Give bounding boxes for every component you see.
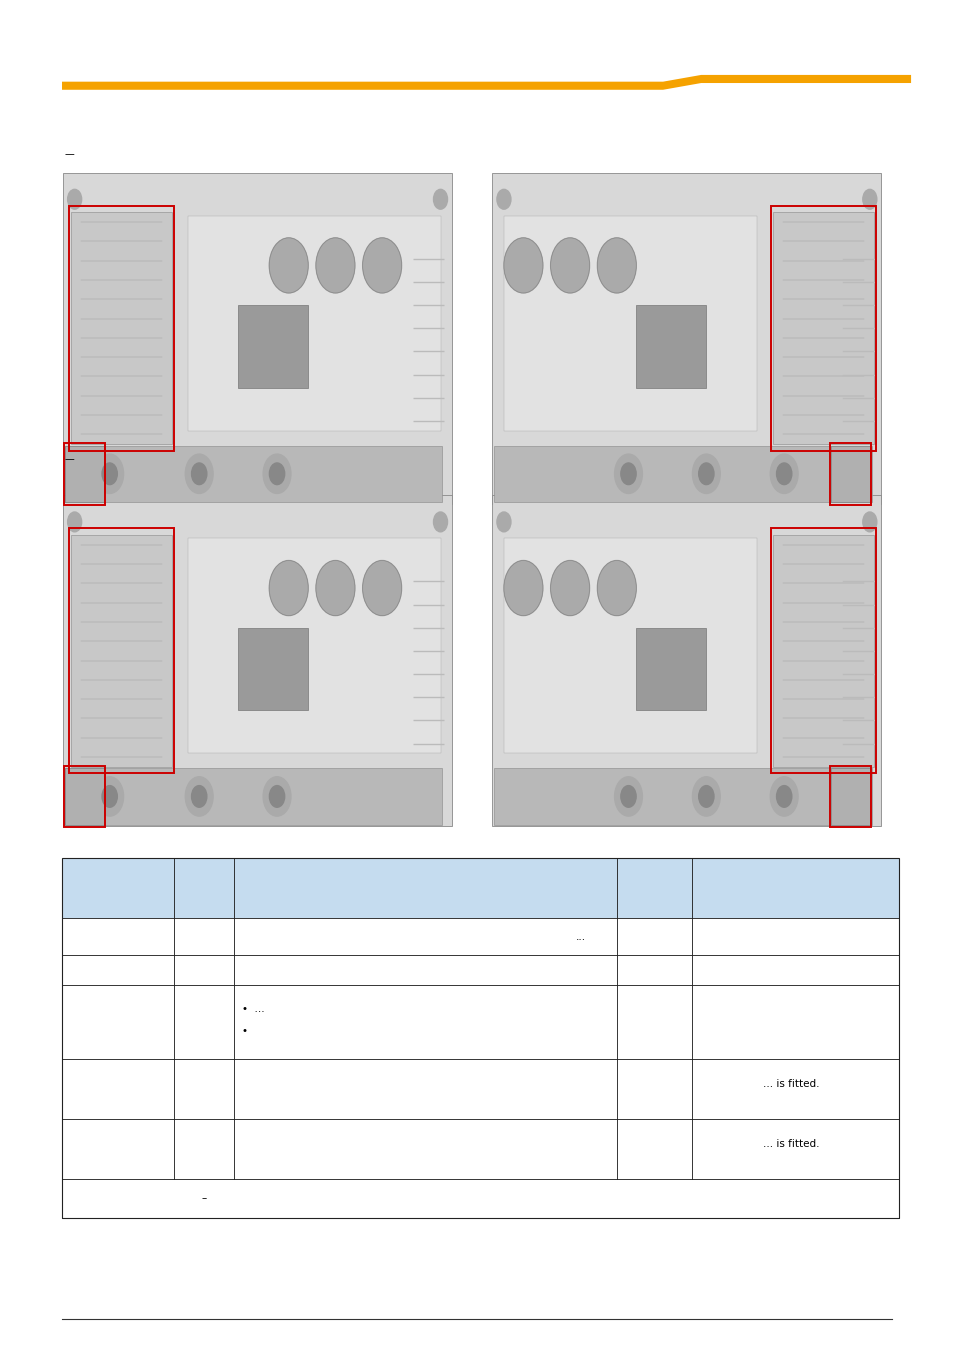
Circle shape	[769, 776, 798, 817]
Bar	[64, 765, 105, 828]
Circle shape	[776, 786, 791, 807]
Text: ...: ...	[576, 931, 585, 942]
Circle shape	[95, 776, 124, 817]
Circle shape	[698, 463, 713, 485]
Circle shape	[503, 560, 542, 616]
Bar	[69, 205, 173, 451]
Bar	[62, 859, 898, 1218]
Circle shape	[269, 560, 308, 616]
Bar	[829, 765, 870, 828]
Bar	[829, 443, 870, 505]
Circle shape	[614, 776, 641, 817]
Circle shape	[68, 512, 82, 532]
Circle shape	[776, 463, 791, 485]
Text: ... is fitted.: ... is fitted.	[762, 1139, 819, 1149]
Bar	[492, 495, 881, 826]
Circle shape	[433, 189, 447, 209]
Circle shape	[95, 454, 124, 494]
Circle shape	[185, 776, 213, 817]
Bar	[62, 859, 898, 918]
Bar	[494, 446, 871, 502]
Circle shape	[102, 463, 117, 485]
Polygon shape	[62, 74, 910, 90]
Circle shape	[263, 454, 291, 494]
Bar	[770, 205, 875, 451]
Circle shape	[550, 560, 589, 616]
Bar	[63, 495, 452, 826]
Bar	[503, 216, 756, 431]
Circle shape	[68, 189, 82, 209]
Bar	[71, 212, 172, 444]
Circle shape	[692, 776, 720, 817]
Bar	[772, 535, 873, 767]
Bar	[71, 535, 172, 767]
Bar	[69, 528, 173, 774]
Bar	[494, 768, 871, 825]
Text: •: •	[242, 1026, 248, 1035]
Bar	[830, 768, 869, 825]
Bar	[636, 305, 705, 387]
Circle shape	[862, 189, 876, 209]
Circle shape	[315, 238, 355, 293]
Bar	[492, 173, 881, 504]
Circle shape	[185, 454, 213, 494]
Circle shape	[315, 560, 355, 616]
Bar	[636, 628, 705, 710]
Circle shape	[550, 238, 589, 293]
Bar	[65, 446, 442, 502]
Circle shape	[862, 512, 876, 532]
Text: ... is fitted.: ... is fitted.	[762, 1079, 819, 1088]
Circle shape	[503, 238, 542, 293]
Bar	[503, 539, 756, 753]
Circle shape	[620, 786, 636, 807]
Bar	[188, 539, 440, 753]
Bar	[65, 768, 104, 825]
Text: •  ...: • ...	[242, 1004, 264, 1014]
Bar	[772, 212, 873, 444]
Circle shape	[497, 189, 511, 209]
Text: –: –	[201, 1193, 207, 1204]
Circle shape	[614, 454, 641, 494]
Circle shape	[192, 463, 207, 485]
Circle shape	[263, 776, 291, 817]
Circle shape	[597, 560, 636, 616]
Bar	[64, 443, 105, 505]
Circle shape	[362, 560, 401, 616]
Circle shape	[692, 454, 720, 494]
Bar	[830, 446, 869, 502]
Bar	[188, 216, 440, 431]
Bar	[65, 446, 104, 502]
Bar	[65, 768, 442, 825]
Circle shape	[620, 463, 636, 485]
Circle shape	[433, 512, 447, 532]
Bar	[770, 528, 875, 774]
Circle shape	[497, 512, 511, 532]
Text: —: —	[65, 455, 74, 464]
Circle shape	[362, 238, 401, 293]
Bar	[238, 305, 308, 387]
Text: —: —	[65, 150, 74, 159]
Bar	[238, 628, 308, 710]
Circle shape	[698, 786, 713, 807]
Circle shape	[269, 786, 284, 807]
Circle shape	[102, 786, 117, 807]
Circle shape	[269, 238, 308, 293]
Circle shape	[597, 238, 636, 293]
Circle shape	[192, 786, 207, 807]
Circle shape	[269, 463, 284, 485]
Circle shape	[769, 454, 798, 494]
Bar	[63, 173, 452, 504]
